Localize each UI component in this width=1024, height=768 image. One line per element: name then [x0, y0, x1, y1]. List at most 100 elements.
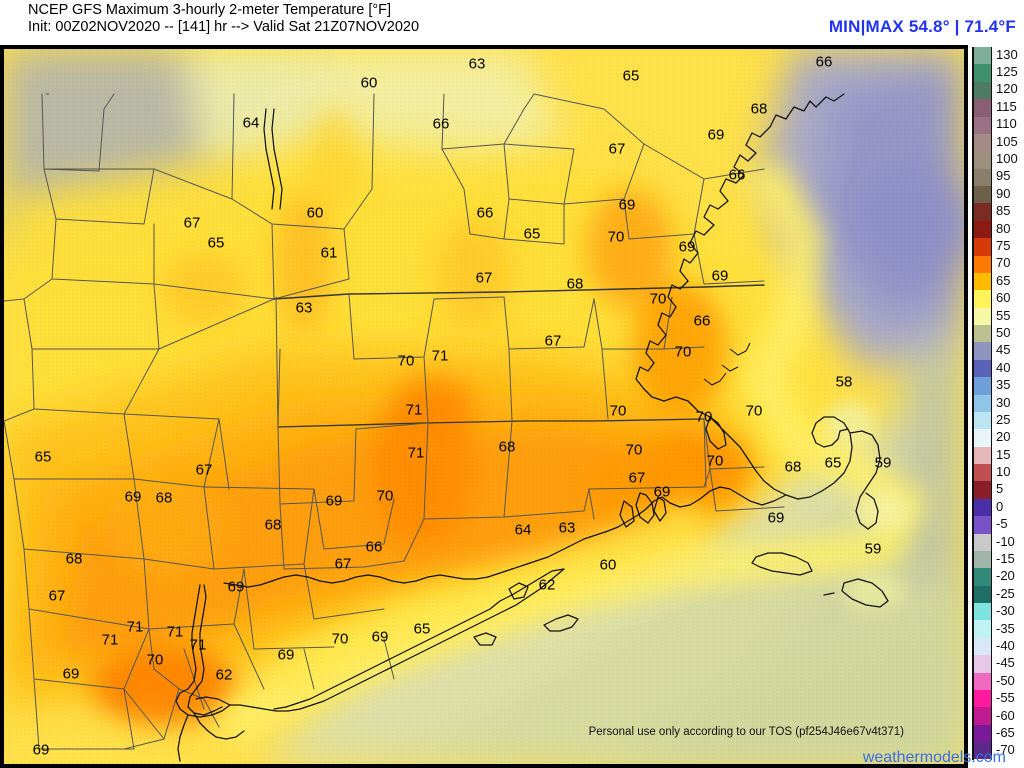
map-temperature-label: 60 — [306, 204, 324, 222]
map-temperature-label: 65 — [622, 67, 640, 85]
colorbar-tick-label: 110 — [996, 116, 1017, 132]
colorbar-band — [974, 464, 991, 482]
colorbar-band — [974, 481, 991, 499]
map-temperature-label: 67 — [628, 469, 646, 487]
colorbar-tick-label: 130 — [996, 46, 1018, 62]
map-temperature-label: 70 — [625, 441, 643, 459]
colorbar-tick-label: 115 — [996, 98, 1017, 114]
map-temperature-label: 70 — [376, 487, 394, 505]
map-temperature-label: 69 — [767, 509, 785, 527]
page-title: NCEP GFS Maximum 3-hourly 2-meter Temper… — [28, 2, 392, 18]
map-temperature-label: 66 — [432, 115, 450, 133]
map-temperature-label: 59 — [864, 540, 882, 558]
map-temperature-label: 66 — [728, 166, 746, 184]
map-temperature-label: 68 — [155, 489, 173, 507]
colorbar-tick-label: 125 — [996, 64, 1018, 80]
colorbar-tick-label: 65 — [996, 272, 1011, 288]
colorbar-tick-label: -60 — [996, 707, 1015, 723]
model-run-info: Init: 00Z02NOV2020 -- [141] hr --> Valid… — [28, 19, 420, 35]
map-temperature-label: 69 — [227, 578, 245, 596]
colorbar-tick-label: -30 — [996, 603, 1015, 619]
colorbar-tick-label: -10 — [996, 533, 1015, 549]
map-temperature-label: 70 — [607, 228, 625, 246]
colorbar-band — [974, 498, 991, 517]
colorbar-band — [974, 116, 991, 134]
map-temperature-label: 69 — [711, 267, 729, 285]
colorbar-tick-label: 10 — [996, 464, 1011, 480]
map-temperature-label: 65 — [207, 234, 225, 252]
colorbar-tick-labels: 130 125 120 115 110 105 100 95 90 85 80 75 70 65 60 55 5… — [996, 45, 1024, 762]
map-canvas[interactable] — [4, 49, 964, 764]
colorbar-tick-label: 5 — [996, 481, 1004, 497]
colorbar-band — [974, 568, 991, 586]
map-temperature-label: 68 — [750, 100, 768, 118]
colorbar-band — [974, 550, 991, 569]
map-temperature-label: 65 — [34, 448, 52, 466]
colorbar-band — [974, 186, 991, 204]
colorbar-band — [974, 394, 991, 412]
map-temperature-label: 59 — [874, 454, 892, 472]
map-temperature-label: 71 — [101, 631, 119, 649]
colorbar-band — [974, 359, 991, 378]
map-temperature-label: 70 — [674, 343, 692, 361]
colorbar-band — [974, 446, 991, 464]
map-temperature-label: 66 — [365, 538, 383, 556]
colorbar-tick-label: 55 — [996, 307, 1011, 323]
colorbar-tick-label: 120 — [996, 81, 1018, 97]
colorbar-tick-label: 105 — [996, 133, 1018, 149]
colorbar-tick-label: 25 — [996, 411, 1011, 427]
map-frame[interactable]: 60 63 65 66 64 66 68 67 69 66 67 60 66 69 65 65 70 61 69 67… — [0, 45, 968, 768]
colorbar-band — [974, 377, 991, 395]
map-temperature-label: 63 — [558, 519, 576, 537]
map-temperature-label: 71 — [126, 618, 144, 636]
map-temperature-label: 62 — [538, 576, 556, 594]
map-temperature-label: 70 — [397, 352, 415, 370]
colorbar-band — [974, 325, 991, 343]
temperature-contour-map — [4, 49, 964, 764]
map-temperature-label: 67 — [475, 269, 493, 287]
map-temperature-label: 71 — [405, 401, 423, 419]
colorbar-tick-label: 85 — [996, 203, 1011, 219]
map-temperature-label: 66 — [815, 53, 833, 71]
colorbar-tick-label: 75 — [996, 237, 1011, 253]
colorbar-band — [974, 290, 991, 308]
colorbar-tick-label: 60 — [996, 290, 1011, 306]
colorbar-band — [974, 655, 991, 673]
colorbar-tick-label: -40 — [996, 637, 1015, 653]
colorbar-band — [974, 272, 991, 291]
map-temperature-label: 70 — [331, 630, 349, 648]
map-temperature-label: 70 — [649, 290, 667, 308]
colorbar-tick-label: -5 — [996, 516, 1008, 532]
colorbar-band — [974, 742, 991, 760]
terms-of-service-notice: Personal use only according to our TOS (… — [588, 726, 904, 738]
map-temperature-label: 68 — [264, 516, 282, 534]
map-temperature-label: 66 — [693, 312, 711, 330]
min-max-readout: MIN|MAX 54.8° | 71.4°F — [828, 17, 1016, 36]
title-block: NCEP GFS Maximum 3-hourly 2-meter Temper… — [28, 2, 419, 36]
colorbar-band — [974, 411, 991, 430]
colorbar-band — [974, 585, 991, 603]
map-temperature-label: 69 — [277, 646, 295, 664]
colorbar-band — [974, 133, 991, 152]
map-temperature-label: 69 — [678, 238, 696, 256]
map-temperature-label: 65 — [523, 225, 541, 243]
header: NCEP GFS Maximum 3-hourly 2-meter Temper… — [0, 0, 1024, 45]
map-temperature-label: 71 — [166, 623, 184, 641]
map-temperature-label: 68 — [784, 458, 802, 476]
map-temperature-label: 63 — [295, 299, 313, 317]
colorbar-tick-label: 20 — [996, 429, 1011, 445]
colorbar-band — [974, 342, 991, 360]
map-temperature-label: 67 — [544, 332, 562, 350]
map-temperature-label: 70 — [706, 452, 724, 470]
map-temperature-label: 67 — [195, 461, 213, 479]
map-temperature-label: 69 — [371, 628, 389, 646]
map-temperature-label: 69 — [325, 492, 343, 510]
colorbar-band — [974, 672, 991, 690]
colorbar-tick-label: -15 — [996, 551, 1015, 566]
colorbar-tick-label: -50 — [996, 672, 1015, 688]
map-temperature-label: 71 — [189, 636, 207, 654]
colorbar-band — [974, 220, 991, 239]
colorbar-tick-label: 80 — [996, 220, 1011, 236]
colorbar-band — [974, 168, 991, 186]
